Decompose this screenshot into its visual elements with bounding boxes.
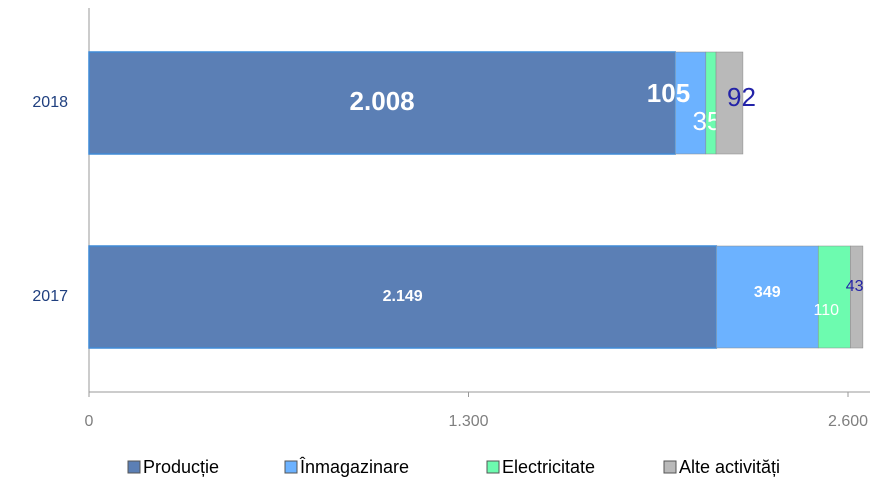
legend-swatch [663, 460, 677, 474]
legend-swatch [486, 460, 500, 474]
data-label: 92 [727, 82, 756, 112]
x-tick-label: 1.300 [448, 413, 488, 430]
legend-swatch [127, 460, 141, 474]
legend-swatch [284, 460, 298, 474]
x-tick-label: 0 [85, 413, 94, 430]
legend-label: Producție [143, 457, 219, 477]
data-label: 110 [814, 302, 840, 319]
data-label: 105 [647, 78, 690, 108]
bar-segment [88, 51, 676, 155]
data-label: 2.008 [350, 86, 415, 116]
legend-label: Electricitate [502, 457, 595, 477]
bar-segment [715, 51, 744, 155]
bar-segment [705, 51, 717, 155]
bar-segment [817, 245, 851, 349]
legend-label: Alte activități [679, 457, 780, 477]
data-label: 2.149 [383, 288, 423, 305]
legend-label: Înmagazinare [299, 457, 409, 477]
data-label: 349 [754, 284, 781, 301]
y-tick-label: 2017 [32, 288, 68, 305]
x-tick-label: 2.600 [828, 413, 868, 430]
data-label: 43 [846, 278, 864, 295]
y-tick-label: 2018 [32, 94, 68, 111]
bar-segment [850, 245, 864, 349]
bar-segment [674, 51, 707, 155]
